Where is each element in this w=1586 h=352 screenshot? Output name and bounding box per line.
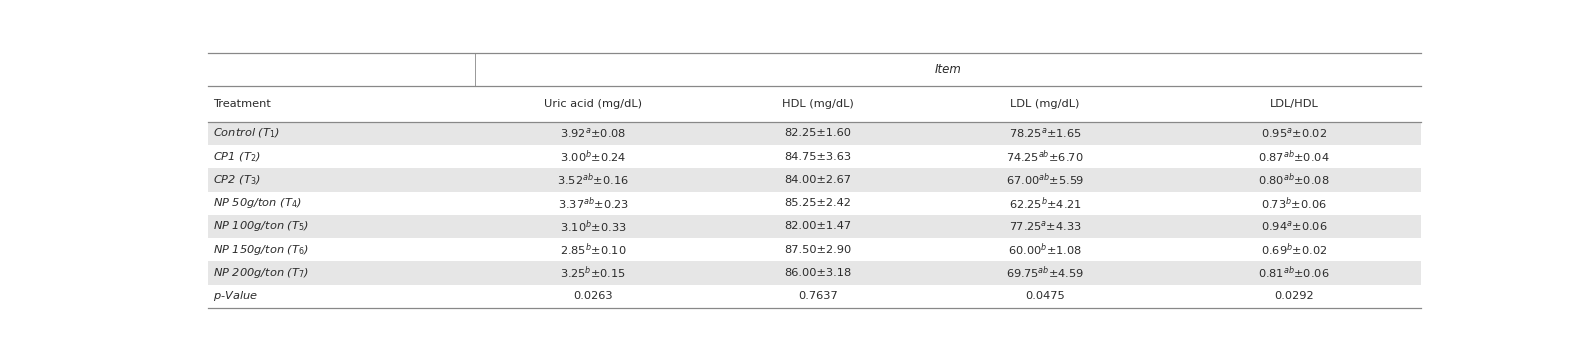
- Text: 60.00$^b$±1.08: 60.00$^b$±1.08: [1009, 241, 1082, 258]
- Text: NP 50g/ton (T$_4$): NP 50g/ton (T$_4$): [213, 196, 301, 210]
- Text: 3.25$^b$±0.15: 3.25$^b$±0.15: [560, 265, 626, 281]
- Text: 0.7637: 0.7637: [798, 291, 837, 301]
- Bar: [208, 168, 1421, 191]
- Text: HDL (mg/dL): HDL (mg/dL): [782, 99, 853, 109]
- Text: 2.85$^b$±0.10: 2.85$^b$±0.10: [560, 241, 626, 258]
- Text: Item: Item: [934, 63, 961, 76]
- Text: 0.87$^{ab}$±0.04: 0.87$^{ab}$±0.04: [1258, 149, 1329, 165]
- Text: 0.0475: 0.0475: [1025, 291, 1066, 301]
- Text: 84.00±2.67: 84.00±2.67: [783, 175, 852, 185]
- Text: 0.80$^{ab}$±0.08: 0.80$^{ab}$±0.08: [1258, 172, 1329, 188]
- Text: 86.00±3.18: 86.00±3.18: [783, 268, 852, 278]
- Text: 3.37$^{ab}$±0.23: 3.37$^{ab}$±0.23: [558, 195, 628, 212]
- Text: CP2 (T$_3$): CP2 (T$_3$): [213, 173, 260, 187]
- Text: 3.00$^b$±0.24: 3.00$^b$±0.24: [560, 149, 626, 165]
- Text: 82.00±1.47: 82.00±1.47: [783, 221, 852, 232]
- Bar: [208, 262, 1421, 285]
- Text: 78.25$^a$±1.65: 78.25$^a$±1.65: [1009, 126, 1082, 140]
- Text: LDL/HDL: LDL/HDL: [1269, 99, 1318, 109]
- Text: Treatment: Treatment: [213, 99, 271, 109]
- Text: 82.25±1.60: 82.25±1.60: [783, 128, 852, 138]
- Text: CP1 (T$_2$): CP1 (T$_2$): [213, 150, 260, 164]
- Text: 85.25±2.42: 85.25±2.42: [783, 198, 852, 208]
- Text: 0.94$^a$±0.06: 0.94$^a$±0.06: [1261, 220, 1327, 233]
- Text: Control (T$_1$): Control (T$_1$): [213, 127, 281, 140]
- Text: 62.25$^b$±4.21: 62.25$^b$±4.21: [1009, 195, 1082, 212]
- Text: 87.50±2.90: 87.50±2.90: [783, 245, 852, 255]
- Bar: [208, 215, 1421, 238]
- Text: 0.0292: 0.0292: [1274, 291, 1313, 301]
- Text: 0.95$^a$±0.02: 0.95$^a$±0.02: [1261, 126, 1327, 140]
- Text: 0.0263: 0.0263: [574, 291, 614, 301]
- Text: 77.25$^a$±4.33: 77.25$^a$±4.33: [1009, 220, 1082, 233]
- Bar: [208, 191, 1421, 215]
- Text: 0.69$^b$±0.02: 0.69$^b$±0.02: [1261, 241, 1327, 258]
- Text: Uric acid (mg/dL): Uric acid (mg/dL): [544, 99, 642, 109]
- Text: 0.81$^{ab}$±0.06: 0.81$^{ab}$±0.06: [1258, 265, 1329, 281]
- Bar: [208, 145, 1421, 168]
- Text: LDL (mg/dL): LDL (mg/dL): [1010, 99, 1080, 109]
- Text: $p$-Value: $p$-Value: [213, 289, 259, 303]
- Bar: [208, 285, 1421, 308]
- Bar: [208, 122, 1421, 145]
- Text: NP 200g/ton (T$_7$): NP 200g/ton (T$_7$): [213, 266, 309, 280]
- Text: 67.00$^{ab}$±5.59: 67.00$^{ab}$±5.59: [1006, 172, 1085, 188]
- Text: NP 150g/ton (T$_6$): NP 150g/ton (T$_6$): [213, 243, 309, 257]
- Text: 74.25$^{ab}$±6.70: 74.25$^{ab}$±6.70: [1007, 149, 1083, 165]
- Text: 69.75$^{ab}$±4.59: 69.75$^{ab}$±4.59: [1007, 265, 1083, 281]
- Text: NP 100g/ton (T$_5$): NP 100g/ton (T$_5$): [213, 220, 309, 233]
- Text: 3.52$^{ab}$±0.16: 3.52$^{ab}$±0.16: [557, 172, 630, 188]
- Text: 0.73$^b$±0.06: 0.73$^b$±0.06: [1261, 195, 1327, 212]
- Text: 3.92$^a$±0.08: 3.92$^a$±0.08: [560, 126, 626, 140]
- Bar: [208, 238, 1421, 262]
- Text: 3.10$^b$±0.33: 3.10$^b$±0.33: [560, 218, 626, 235]
- Text: 84.75±3.63: 84.75±3.63: [783, 152, 852, 162]
